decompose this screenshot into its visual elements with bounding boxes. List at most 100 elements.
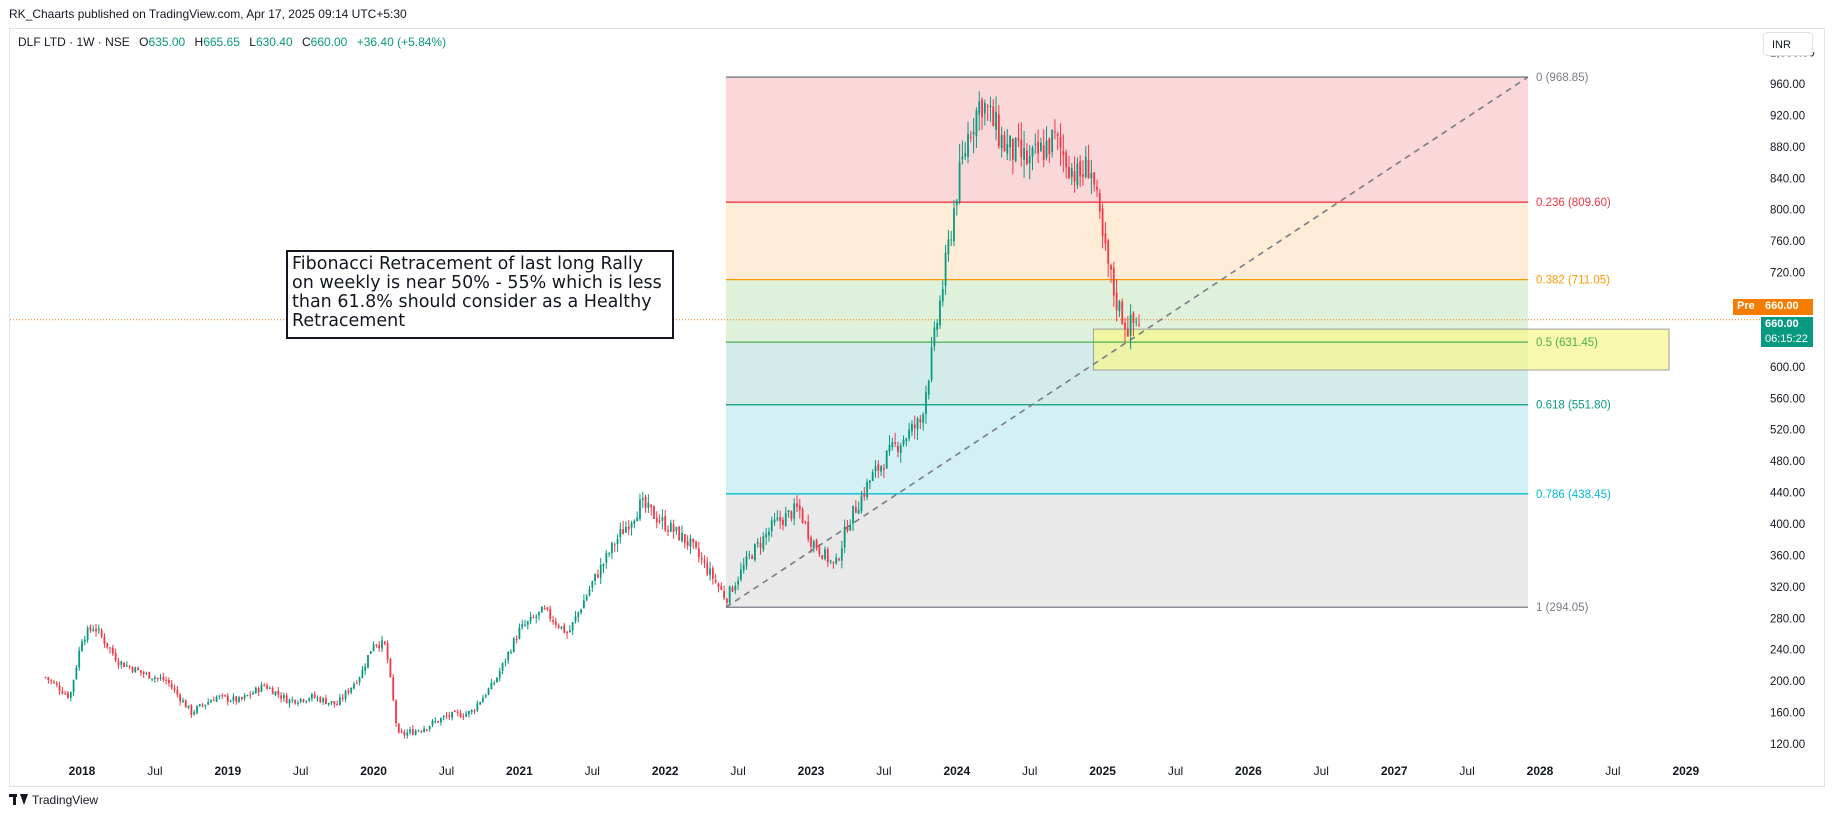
candle-body	[768, 531, 770, 536]
candle-body	[986, 106, 989, 108]
candle-body	[1070, 167, 1073, 177]
candle-body	[961, 156, 964, 160]
candle-body	[1037, 141, 1040, 154]
candle-body	[468, 711, 470, 715]
candle-body	[588, 589, 591, 596]
candle-body	[274, 691, 277, 696]
candle-body	[280, 695, 282, 699]
footer-brand: TradingView	[32, 793, 99, 807]
candle-body	[330, 701, 333, 704]
candle-body	[877, 464, 880, 471]
candle-body	[683, 534, 686, 543]
candle-body	[1003, 135, 1006, 152]
candle-body	[123, 662, 125, 667]
candle-body	[807, 521, 810, 539]
candle-body	[866, 482, 868, 498]
candle-body	[50, 680, 53, 682]
candle-body	[347, 690, 350, 693]
tradingview-logo-icon	[9, 794, 28, 806]
candle-body	[1051, 129, 1054, 152]
candle-body	[137, 668, 139, 671]
candle-body	[125, 665, 128, 667]
fib-label-1: 1 (294.05)	[1536, 602, 1589, 614]
y-tick-label: 120.00	[1770, 739, 1805, 751]
candle-body	[1096, 186, 1098, 190]
candle-body	[1107, 240, 1110, 264]
candle-body	[168, 679, 170, 684]
candle-body	[232, 696, 235, 701]
candle-body	[711, 568, 714, 579]
candle-body	[953, 208, 955, 242]
candle-body	[501, 662, 504, 671]
candle-body	[835, 557, 838, 564]
candle-body	[378, 644, 381, 649]
candle-body	[611, 542, 613, 554]
candle-body	[504, 661, 507, 663]
candle-body	[967, 134, 969, 157]
fib-label-0.382: 0.382 (711.05)	[1536, 275, 1610, 287]
candle-body	[296, 702, 299, 704]
candle-body	[981, 99, 983, 118]
candle-body	[941, 288, 944, 302]
y-tick-label: 560.00	[1770, 393, 1805, 405]
candle-body	[1118, 301, 1121, 312]
candle-body	[706, 562, 709, 575]
candle-body	[375, 644, 378, 646]
candle-body	[325, 698, 327, 705]
candle-body	[67, 692, 69, 698]
candle-body	[897, 445, 899, 452]
candle-body	[291, 699, 294, 701]
candle-body	[720, 586, 723, 590]
legend-open-label: O	[139, 35, 149, 49]
candle-body	[874, 466, 877, 472]
candle-body	[978, 101, 981, 115]
candle-body	[737, 580, 739, 585]
candle-body	[462, 716, 465, 718]
candle-body	[821, 555, 824, 560]
x-tick-label: 2018	[69, 764, 96, 778]
candle-body	[577, 612, 580, 618]
y-tick-label: 920.00	[1770, 110, 1805, 122]
x-tick-label: Jul	[1459, 764, 1474, 778]
candle-body	[459, 713, 462, 718]
chart-frame	[9, 28, 1825, 787]
candle-body	[111, 647, 114, 654]
candle-body	[955, 200, 958, 206]
y-tick-label: 320.00	[1770, 582, 1805, 594]
candle-body	[1076, 163, 1079, 186]
candle-body	[599, 564, 602, 578]
currency-button[interactable]: INR	[1763, 32, 1813, 56]
candle-body	[299, 698, 302, 702]
candle-body	[740, 569, 742, 580]
candle-body	[482, 697, 484, 703]
candle-body	[880, 466, 882, 472]
y-tick-label: 280.00	[1770, 613, 1805, 625]
candle-body	[1017, 138, 1020, 141]
candle-body	[571, 622, 574, 630]
candle-body	[355, 682, 358, 684]
candle-body	[636, 517, 639, 522]
candle-body	[1115, 292, 1118, 310]
candle-body	[770, 520, 773, 532]
candle-body	[266, 685, 268, 689]
candle-body	[759, 543, 762, 548]
candle-body	[456, 711, 459, 713]
candle-body	[100, 629, 103, 637]
candle-body	[473, 710, 476, 712]
candle-body	[1087, 160, 1090, 179]
candle-body	[319, 697, 322, 703]
candle-body	[1098, 193, 1101, 212]
candle-body	[434, 720, 437, 722]
candle-body	[913, 424, 916, 429]
candle-body	[717, 583, 720, 587]
annotation-note[interactable]: Fibonacci Retracement of last long Rally…	[286, 250, 674, 339]
legend-close-label: C	[301, 35, 311, 49]
candle-body	[644, 496, 647, 508]
candle-body	[350, 687, 353, 693]
candle-body	[793, 503, 796, 519]
candle-body	[1048, 138, 1051, 155]
candle-body	[69, 691, 72, 699]
candle-body	[667, 529, 669, 532]
candle-body	[240, 697, 243, 700]
